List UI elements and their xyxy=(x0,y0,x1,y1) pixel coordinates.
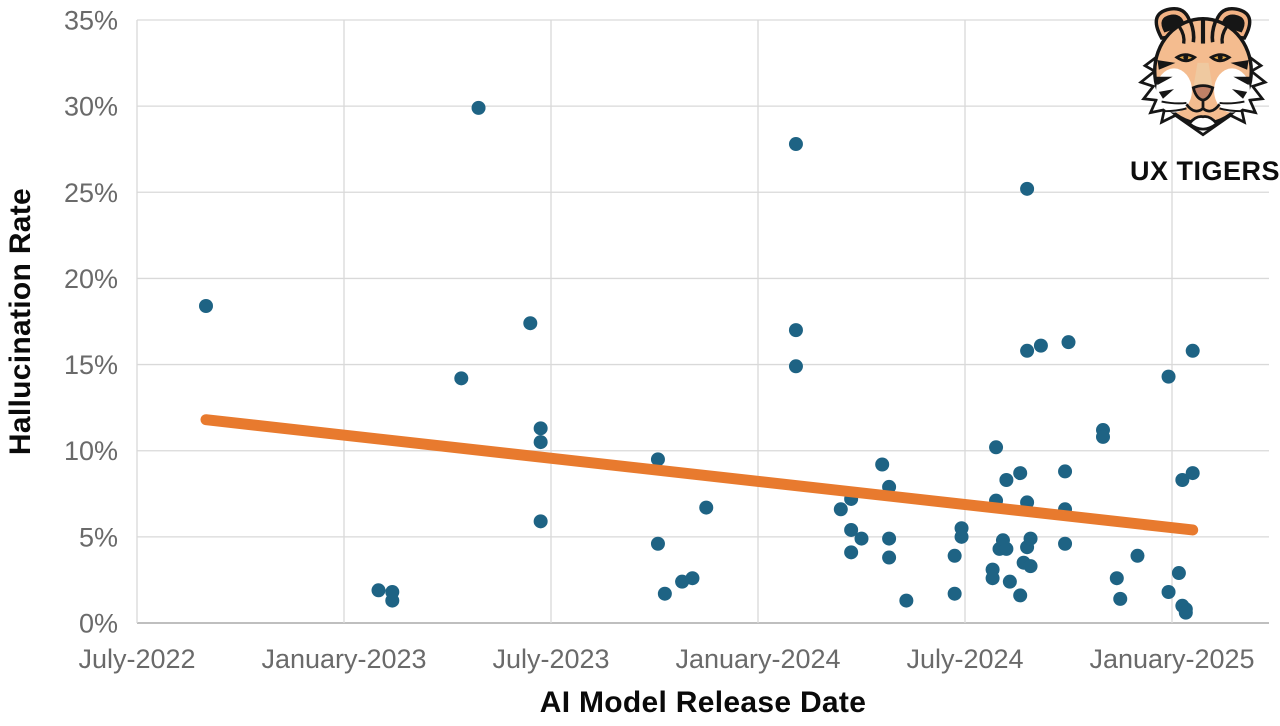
data-point xyxy=(1020,181,1035,196)
data-point xyxy=(788,359,803,374)
y-tick-label: 5% xyxy=(79,522,118,552)
data-point xyxy=(1171,566,1186,581)
tiger-face-icon xyxy=(1138,6,1268,137)
data-point xyxy=(1020,343,1035,358)
data-point xyxy=(1185,343,1200,358)
data-point xyxy=(844,545,859,560)
data-point xyxy=(844,522,859,537)
data-point xyxy=(1058,536,1073,551)
x-tick-label: January-2025 xyxy=(1089,644,1254,674)
data-point xyxy=(471,100,486,115)
data-point xyxy=(1002,574,1017,589)
data-point xyxy=(199,298,213,313)
y-tick-label: 15% xyxy=(64,350,118,380)
x-tick-label: January-2023 xyxy=(261,644,426,674)
data-point xyxy=(999,473,1014,488)
x-tick-label: July-2022 xyxy=(78,644,195,674)
data-point xyxy=(1161,584,1176,599)
data-point xyxy=(1161,369,1176,384)
data-point xyxy=(1013,588,1028,603)
data-point xyxy=(1109,571,1124,586)
data-point xyxy=(650,452,665,467)
data-point xyxy=(1033,338,1048,353)
data-point xyxy=(1178,605,1193,620)
data-point xyxy=(650,536,665,551)
trend-line xyxy=(200,414,1199,536)
data-point xyxy=(947,586,962,601)
data-point xyxy=(523,316,538,331)
y-tick-label: 0% xyxy=(79,609,118,639)
data-point xyxy=(882,550,897,565)
data-point xyxy=(385,593,400,608)
data-point xyxy=(533,435,548,450)
data-point xyxy=(875,457,890,472)
data-point xyxy=(947,548,962,563)
data-point xyxy=(371,583,386,598)
data-point xyxy=(1113,591,1128,606)
data-point xyxy=(985,571,1000,586)
data-point xyxy=(699,500,714,515)
data-point xyxy=(788,137,803,152)
data-point xyxy=(533,514,548,529)
data-point xyxy=(1130,548,1145,563)
data-point xyxy=(1058,464,1073,479)
data-point xyxy=(788,323,803,338)
data-point xyxy=(999,541,1014,556)
data-point xyxy=(882,531,897,546)
y-tick-label: 10% xyxy=(64,436,118,466)
data-point xyxy=(899,593,914,608)
data-point xyxy=(657,586,672,601)
data-point xyxy=(954,529,969,544)
data-point xyxy=(833,502,848,517)
x-tick-label: July-2024 xyxy=(906,644,1023,674)
x-tick-label: January-2024 xyxy=(675,644,840,674)
data-point xyxy=(533,421,548,436)
y-axis-title: Hallucination Rate xyxy=(4,187,37,456)
data-point xyxy=(1061,335,1076,350)
x-tick-label: July-2023 xyxy=(492,644,609,674)
data-point xyxy=(1013,466,1028,481)
data-point xyxy=(989,440,1004,455)
x-axis-title: AI Model Release Date xyxy=(539,686,867,719)
data-point xyxy=(1185,466,1200,481)
data-point xyxy=(685,571,700,586)
data-point xyxy=(1023,559,1038,574)
data-point xyxy=(854,531,869,546)
data-point xyxy=(1096,429,1110,444)
y-tick-label: 20% xyxy=(64,264,118,294)
y-tick-label: 25% xyxy=(64,178,118,208)
data-point xyxy=(454,371,469,386)
y-tick-label: 35% xyxy=(64,5,118,35)
data-point xyxy=(1023,531,1038,546)
logo-wordmark: UX TIGERS xyxy=(1130,156,1280,186)
y-tick-label: 30% xyxy=(64,92,118,122)
ux-tigers-logo: UX TIGERS xyxy=(1130,0,1280,192)
data-point xyxy=(1175,473,1190,488)
